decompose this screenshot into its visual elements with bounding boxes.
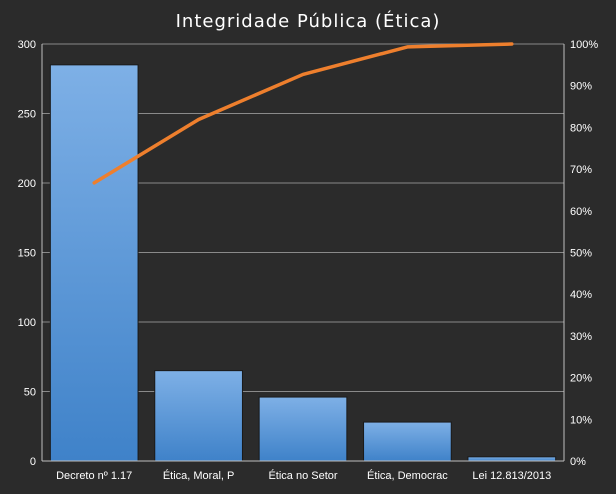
chart-title: Integridade Pública (Ética) <box>176 10 441 32</box>
y-right-tick-label: 0% <box>570 456 586 468</box>
cumulative-percent-line <box>92 42 514 185</box>
bar <box>154 370 243 462</box>
y-left-tick-label: 50 <box>24 387 36 399</box>
y-right-tick-label: 60% <box>570 206 592 218</box>
cumulative-line-group <box>92 42 514 185</box>
bar <box>258 396 348 462</box>
bars <box>49 64 557 462</box>
y-right-tick-label: 100% <box>570 39 598 51</box>
y-right-tick-label: 90% <box>570 81 592 93</box>
x-tick-label: Ética, Moral, P <box>163 469 235 482</box>
y-right-tick-label: 30% <box>570 331 592 343</box>
x-tick-label: Decreto nº 1.17 <box>56 470 132 482</box>
y-left-tick-label: 0 <box>30 456 36 468</box>
y-left-tick-label: 250 <box>18 109 36 121</box>
y-right-tick-label: 40% <box>570 289 592 301</box>
y-right-tick-label: 20% <box>570 373 592 385</box>
y-left-tick-label: 100 <box>18 317 36 329</box>
x-tick-label: Ética no Setor <box>268 469 337 482</box>
y-right-tick-label: 50% <box>570 248 592 260</box>
x-tick-label: Lei 12.813/2013 <box>472 470 551 482</box>
y-left-tick-label: 200 <box>18 178 36 190</box>
x-tick-label: Ética, Democrac <box>367 469 448 482</box>
bar <box>363 421 452 462</box>
bar <box>467 456 557 462</box>
y-left-tick-label: 300 <box>18 39 36 51</box>
bar <box>49 64 139 462</box>
y-left-tick-label: 150 <box>18 248 36 260</box>
y-right-tick-label: 10% <box>570 414 592 426</box>
y-right-tick-label: 70% <box>570 164 592 176</box>
y-right-tick-label: 80% <box>570 122 592 134</box>
axes: 0 50 100 150 200 250 300 0% 10% 20% 30% 40% 50% 60% 70… <box>18 39 599 482</box>
